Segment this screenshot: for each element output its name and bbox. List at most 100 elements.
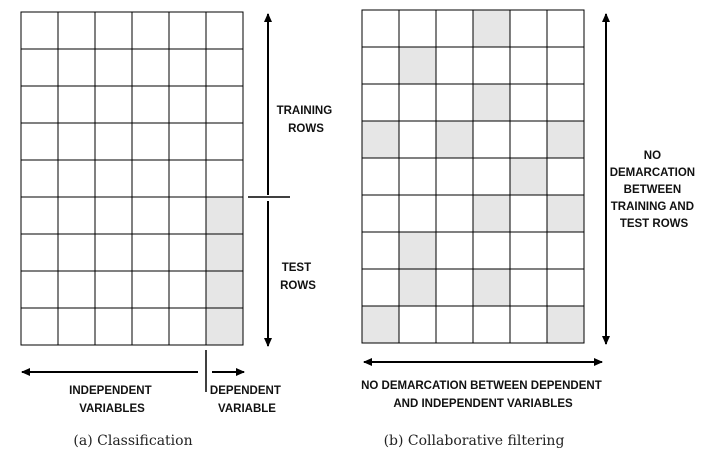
collaborative-cell: [399, 84, 436, 121]
classification-cell: [21, 12, 58, 49]
collaborative-cell: [399, 158, 436, 195]
classification-cell: [132, 308, 169, 345]
caption-collaborative-filtering: (b) Collaborative filtering: [384, 433, 565, 449]
classification-cell: [206, 49, 243, 86]
collaborative-cell: [547, 158, 584, 195]
classification-cell: [95, 160, 132, 197]
classification-cell: [132, 49, 169, 86]
classification-cell: [206, 12, 243, 49]
classification-grid: [21, 12, 243, 345]
classification-cell: [95, 123, 132, 160]
classification-cell: [132, 160, 169, 197]
collaborative-cell: [510, 10, 547, 47]
classification-cell: [95, 308, 132, 345]
classification-cell: [58, 271, 95, 308]
collaborative-cell: [473, 232, 510, 269]
classification-cell: [169, 160, 206, 197]
classification-cell: [58, 49, 95, 86]
classification-cell: [132, 123, 169, 160]
classification-cell: [206, 160, 243, 197]
classification-cell: [21, 197, 58, 234]
collaborative-cell: [547, 269, 584, 306]
classification-cell: [58, 86, 95, 123]
classification-cell: [21, 234, 58, 271]
collaborative-cell: [436, 158, 473, 195]
classification-cell: [58, 123, 95, 160]
collaborative-cell: [547, 47, 584, 84]
collaborative-cell: [399, 195, 436, 232]
collaborative-shaded-cell: [399, 47, 436, 84]
test-rows-label: TEST ROWS: [280, 262, 316, 292]
collaborative-cell: [510, 232, 547, 269]
classification-cell: [95, 49, 132, 86]
classification-cell: [206, 86, 243, 123]
classification-cell: [169, 123, 206, 160]
collaborative-cell: [473, 158, 510, 195]
classification-cell: [169, 197, 206, 234]
classification-cell: [95, 271, 132, 308]
classification-cell: [58, 234, 95, 271]
collaborative-cell: [436, 10, 473, 47]
classification-cell: [132, 234, 169, 271]
collaborative-shaded-cell: [362, 121, 399, 158]
collaborative-shaded-cell: [547, 121, 584, 158]
classification-cell: [95, 12, 132, 49]
classification-cell: [169, 12, 206, 49]
collaborative-cell: [362, 269, 399, 306]
classification-cell: [132, 86, 169, 123]
collaborative-filtering-grid: [362, 10, 584, 343]
collaborative-shaded-cell: [547, 195, 584, 232]
collaborative-shaded-cell: [362, 306, 399, 343]
classification-cell: [132, 271, 169, 308]
classification-cell: [95, 197, 132, 234]
collaborative-cell: [362, 10, 399, 47]
classification-cell: [95, 86, 132, 123]
collaborative-cell: [399, 306, 436, 343]
collaborative-cell: [436, 269, 473, 306]
collaborative-cell: [510, 47, 547, 84]
collaborative-shaded-cell: [473, 10, 510, 47]
collaborative-cell: [436, 47, 473, 84]
no-demarcation-variables-label: NO DEMARCATION BETWEEN DEPENDENT AND IND…: [361, 380, 605, 410]
classification-cell: [169, 86, 206, 123]
collaborative-cell: [510, 84, 547, 121]
collaborative-cell: [436, 306, 473, 343]
classification-cell: [21, 86, 58, 123]
collaborative-cell: [362, 195, 399, 232]
collaborative-cell: [510, 306, 547, 343]
classification-shaded-cell: [206, 308, 243, 345]
classification-cell: [58, 197, 95, 234]
classification-cell: [21, 123, 58, 160]
collaborative-shaded-cell: [473, 269, 510, 306]
collaborative-cell: [547, 84, 584, 121]
dependent-variable-label: DEPENDENT VARIABLE: [210, 385, 284, 415]
collaborative-cell: [473, 47, 510, 84]
classification-cell: [206, 123, 243, 160]
classification-shaded-cell: [206, 197, 243, 234]
collaborative-cell: [510, 269, 547, 306]
classification-cell: [21, 160, 58, 197]
classification-cell: [58, 12, 95, 49]
collaborative-cell: [510, 195, 547, 232]
collaborative-cell: [362, 158, 399, 195]
classification-cell: [58, 308, 95, 345]
classification-cell: [132, 197, 169, 234]
collaborative-cell: [547, 10, 584, 47]
collaborative-cell: [399, 10, 436, 47]
collaborative-cell: [362, 47, 399, 84]
no-demarcation-rows-label: NO DEMARCATION BETWEEN TRAINING AND TEST…: [610, 150, 699, 230]
collaborative-cell: [436, 195, 473, 232]
classification-cell: [21, 271, 58, 308]
classification-cell: [169, 49, 206, 86]
collaborative-cell: [436, 84, 473, 121]
classification-shaded-cell: [206, 271, 243, 308]
independent-variables-label: INDEPENDENT VARIABLES: [69, 385, 155, 415]
collaborative-cell: [399, 121, 436, 158]
classification-shaded-cell: [206, 234, 243, 271]
classification-cell: [169, 271, 206, 308]
classification-cell: [21, 49, 58, 86]
collaborative-shaded-cell: [473, 195, 510, 232]
collaborative-shaded-cell: [399, 232, 436, 269]
